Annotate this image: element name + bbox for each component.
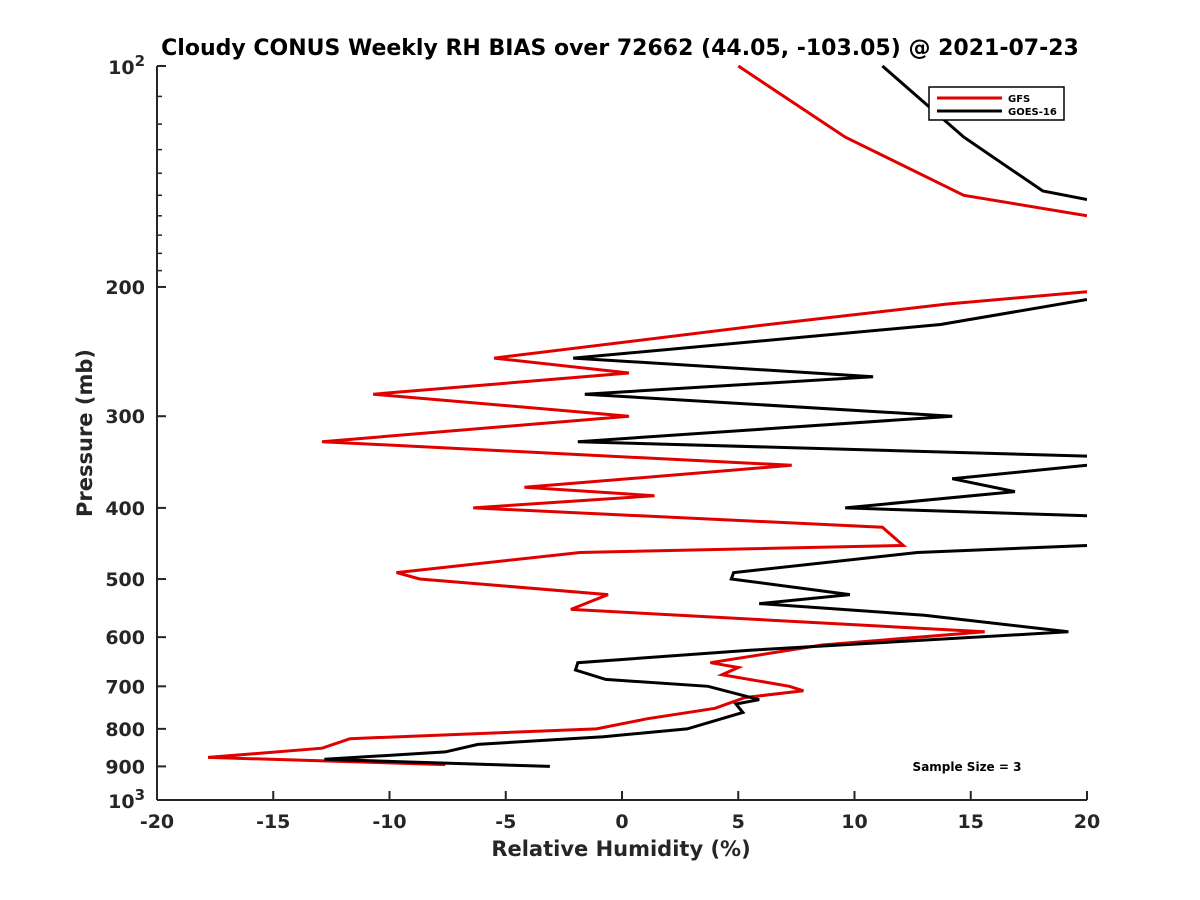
x-tick-label: 15	[958, 811, 984, 833]
legend: GFS GOES-16	[928, 86, 1065, 121]
sample-size-note: Sample Size = 3	[913, 760, 1022, 774]
y-axis-label: Pressure (mb)	[73, 349, 97, 517]
y-tick-label: 700	[105, 676, 145, 698]
legend-box	[928, 86, 1065, 121]
series-line-goes-16-2	[573, 298, 1087, 458]
series-line-gfs-1	[737, 65, 1087, 218]
y-tick-label: 600	[105, 627, 145, 649]
plot-lines	[207, 65, 1087, 768]
chart-title: Cloudy CONUS Weekly RH BIAS over 72662 (…	[161, 36, 1079, 61]
x-axis-ticks: -20 -15 -10 -5 0 5 10 15 20	[140, 791, 1100, 833]
y-tick-label: 400	[105, 498, 145, 520]
y-tick-label: 300	[105, 406, 145, 428]
y-tick-label: 900	[105, 756, 145, 778]
x-tick-label: 5	[732, 811, 745, 833]
series-line-gfs-2	[207, 290, 1087, 767]
x-tick-label: 10	[841, 811, 867, 833]
x-tick-label: 0	[615, 811, 628, 833]
y-tick-label: 500	[105, 569, 145, 591]
x-tick-label: -5	[495, 811, 516, 833]
series-line-goes-16-1	[881, 65, 1087, 201]
legend-label-goes-16: GOES-16	[1008, 107, 1057, 118]
y-axis-ticks: 102 200 300 400 500 600 700 800 900 103	[105, 52, 166, 813]
series-line-goes-16-4	[324, 544, 1087, 768]
legend-label-gfs: GFS	[1008, 94, 1030, 105]
x-tick-label: -15	[256, 811, 290, 833]
x-tick-label: 20	[1074, 811, 1100, 833]
x-tick-label: -20	[140, 811, 174, 833]
y-tick-label: 800	[105, 719, 145, 741]
axes	[156, 66, 1087, 801]
series-line-goes-16-3	[845, 463, 1087, 518]
y-tick-label: 102	[108, 52, 145, 79]
x-axis-label: Relative Humidity (%)	[491, 837, 750, 861]
x-tick-label: -10	[372, 811, 406, 833]
y-tick-label: 200	[105, 277, 145, 299]
y-tick-label: 103	[108, 786, 145, 813]
